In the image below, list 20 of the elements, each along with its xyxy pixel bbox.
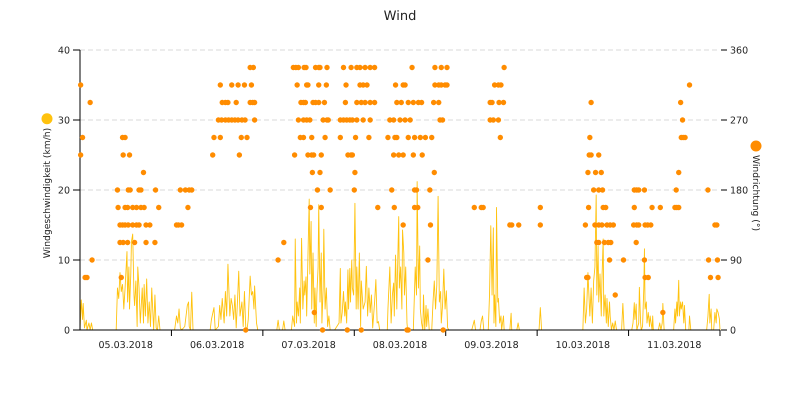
x-tick-label: 11.03.2018 [647, 340, 702, 351]
y-tick-label: 10 [58, 256, 70, 266]
x-tick-label: 07.03.2018 [281, 340, 336, 351]
y2-tick-label: 90 [730, 256, 742, 266]
y2-tick-label: 270 [730, 116, 748, 126]
y-tick-label: 30 [58, 116, 70, 126]
x-tick-label: 08.03.2018 [372, 340, 428, 351]
x-tick-label: 09.03.2018 [464, 340, 519, 351]
x-tick-label: 10.03.2018 [556, 340, 610, 351]
y-tick-label: 20 [58, 186, 70, 196]
y-tick-label: 40 [58, 46, 70, 56]
y-tick-label: 0 [64, 326, 70, 336]
y-axis-title: Windgeschwindigkeit (km/h) [42, 128, 53, 258]
x-tick-label: 06.03.2018 [190, 340, 244, 351]
y2-tick-label: 0 [730, 326, 736, 336]
y2-axis-title: Windrichtung (°) [750, 154, 761, 232]
chart-title: Wind [384, 9, 416, 24]
y2-tick-label: 180 [730, 186, 748, 196]
x-tick-label: 05.03.2018 [98, 340, 153, 351]
y2-tick-label: 360 [730, 46, 748, 56]
